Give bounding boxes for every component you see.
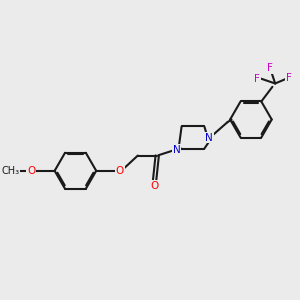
Text: F: F [254, 74, 260, 84]
Text: CH₃: CH₃ [1, 166, 19, 176]
Text: N: N [206, 133, 213, 142]
Text: O: O [116, 166, 124, 176]
Text: N: N [173, 145, 181, 155]
Text: O: O [27, 166, 35, 176]
Text: F: F [286, 73, 292, 83]
Text: O: O [150, 181, 159, 191]
Text: F: F [267, 63, 273, 73]
